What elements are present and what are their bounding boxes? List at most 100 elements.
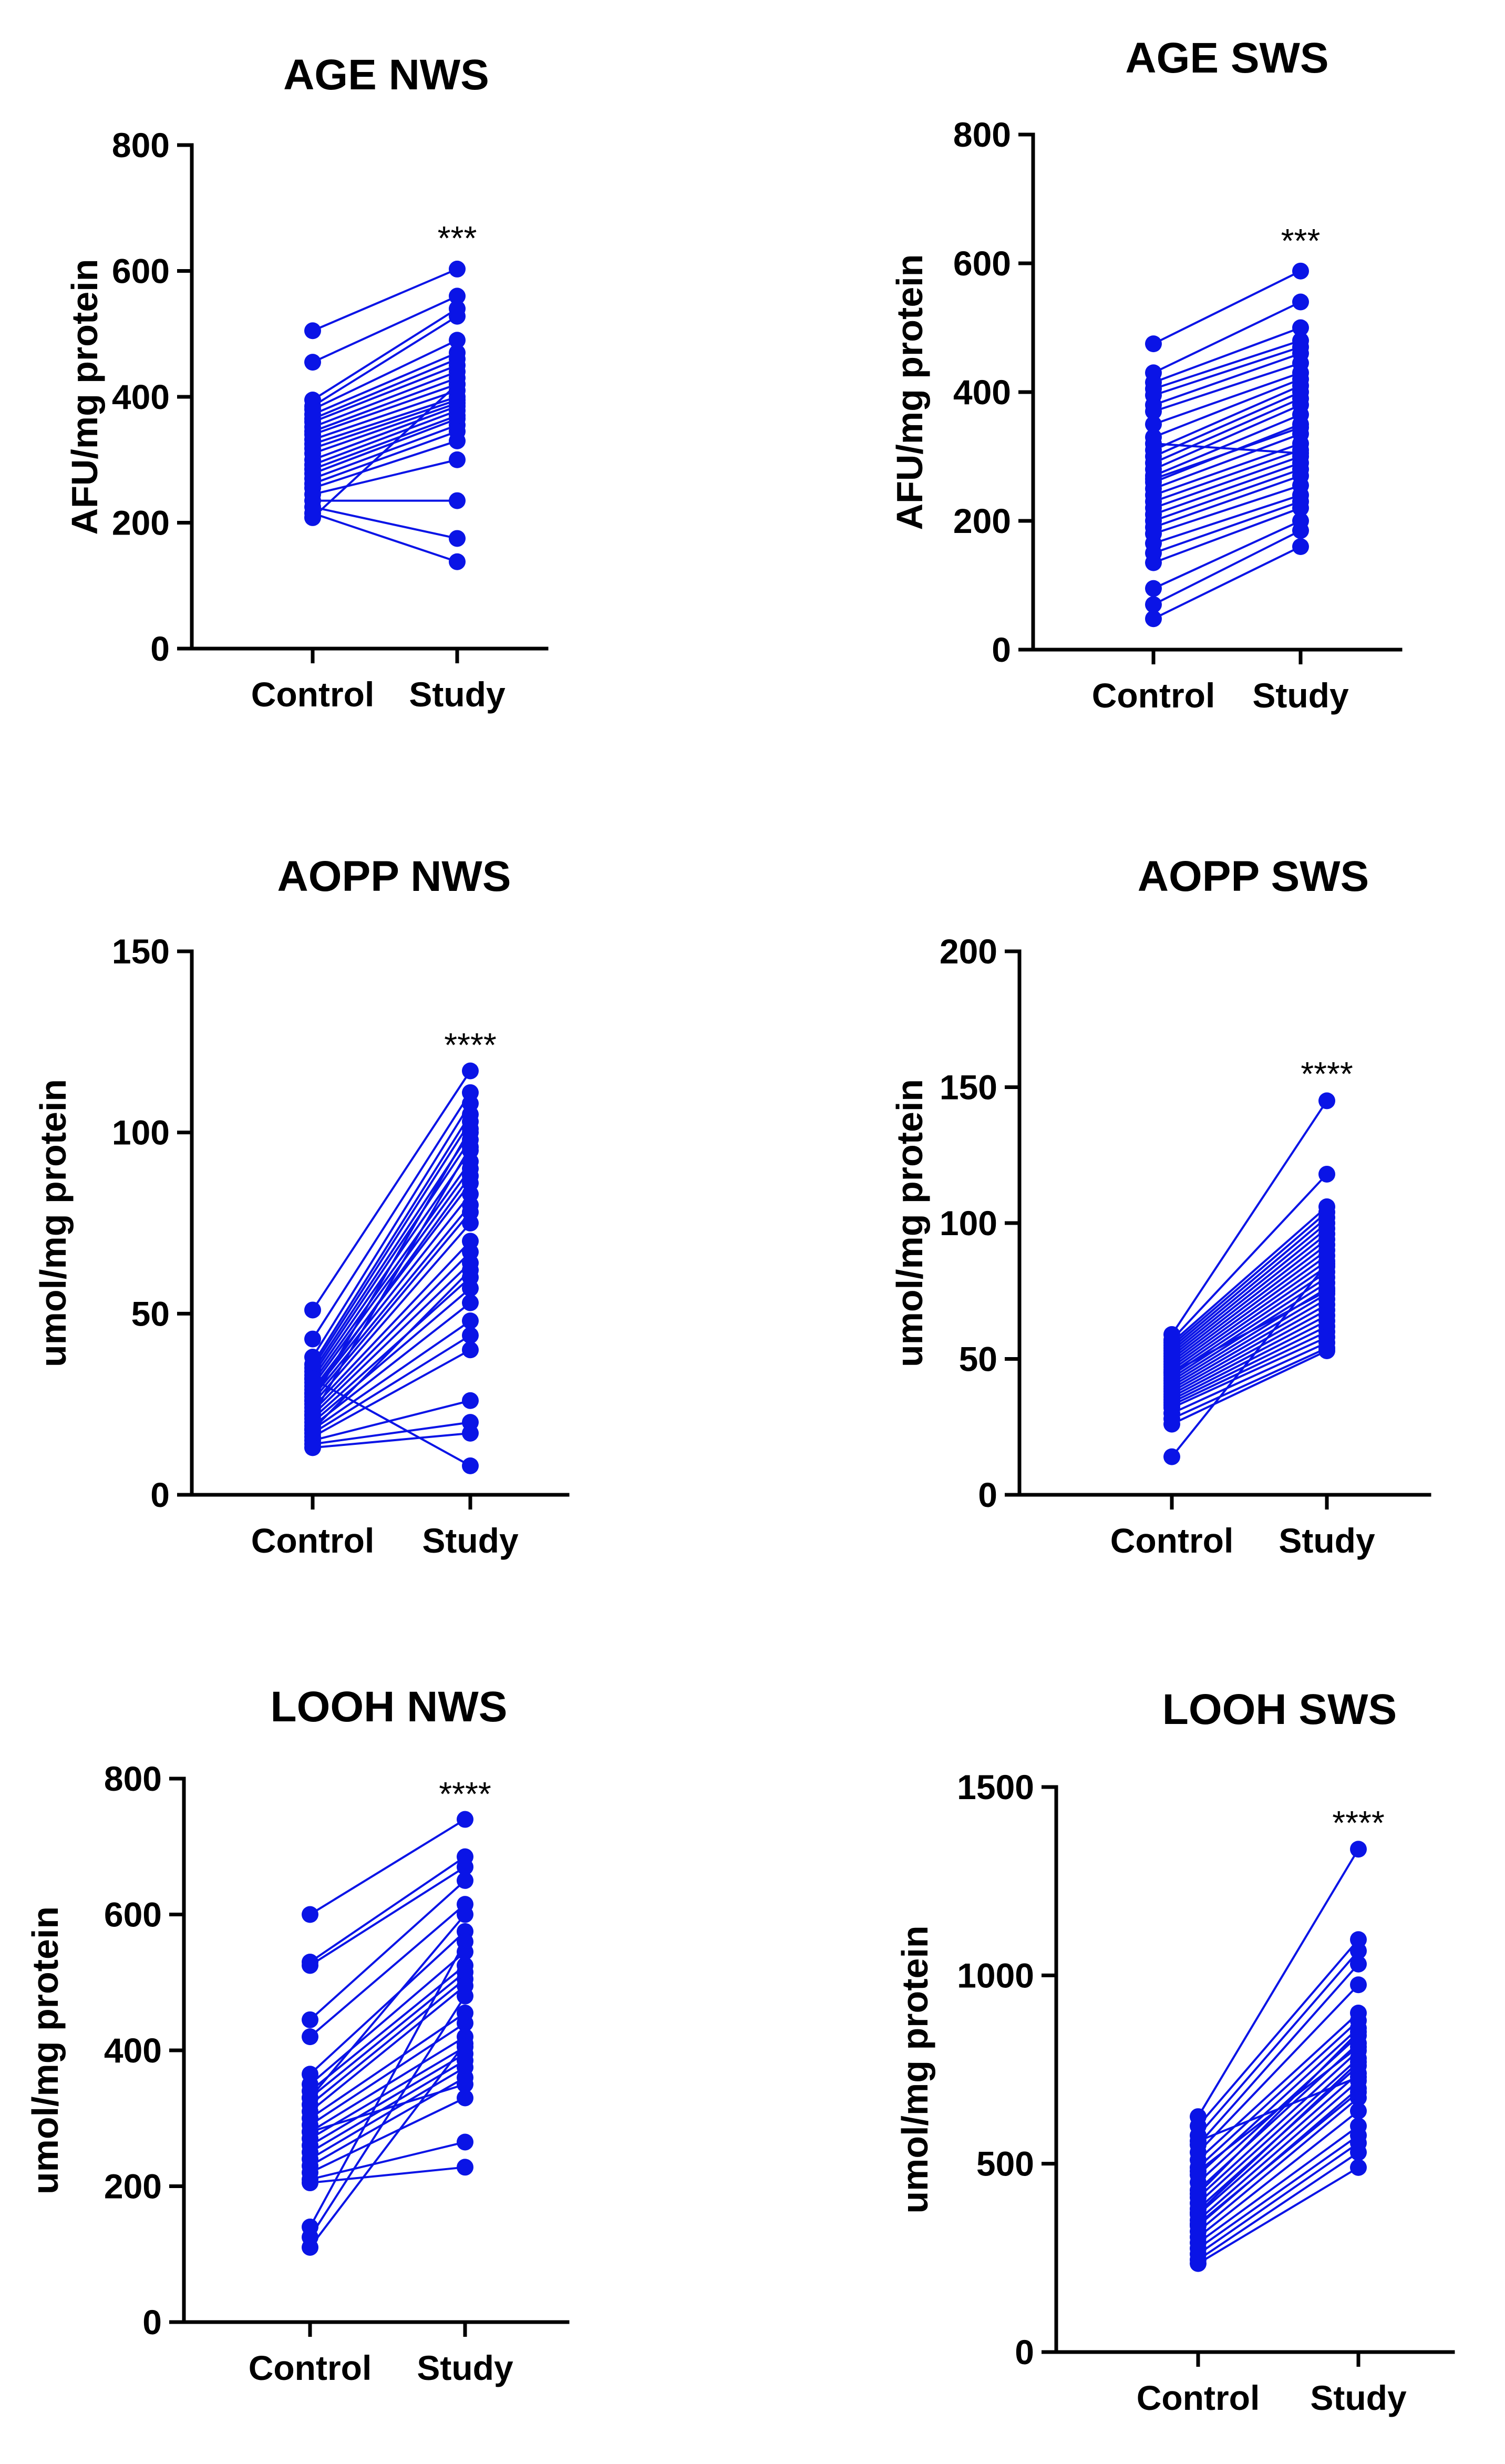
data-point-study [457, 2089, 473, 2107]
pair-line [312, 383, 458, 436]
chart-title: LOOH NWS [271, 1683, 508, 1731]
significance-marker: **** [444, 1026, 497, 1064]
y-tick-label: 200 [104, 2167, 162, 2206]
data-point-study [1292, 522, 1309, 539]
pair-line [1153, 352, 1301, 406]
pair-line [312, 1399, 471, 1442]
pair-line [1197, 2057, 1359, 2204]
data-point-study [462, 1280, 479, 1297]
data-point-control [1190, 2215, 1207, 2233]
data-point-study [462, 1138, 479, 1156]
pair-line [1153, 346, 1301, 397]
data-point-control [1163, 1364, 1180, 1381]
pair-line [1171, 1292, 1328, 1387]
series-study [1350, 1841, 1367, 2176]
data-point-control [1190, 2163, 1207, 2180]
data-point-study [449, 332, 466, 349]
pair-line [312, 1103, 471, 1358]
pair-line [1153, 484, 1301, 535]
pair-line [1197, 2091, 1359, 2225]
pair-line [312, 268, 458, 332]
pair-line [309, 1978, 466, 2106]
pair-line [312, 383, 458, 519]
pair-line [312, 339, 458, 410]
data-point-study [1350, 2023, 1367, 2040]
pair-line [1197, 2110, 1359, 2238]
pair-line [1171, 1330, 1327, 1406]
data-point-study [457, 2035, 473, 2052]
data-point-study [1292, 445, 1309, 462]
paired-lines [309, 1818, 466, 2249]
pair-line [312, 1175, 471, 1394]
data-point-study [1350, 1976, 1367, 1994]
pair-line [312, 1222, 471, 1405]
y-axis-label: umol/mg protein [33, 1079, 74, 1367]
pair-line [310, 2166, 466, 2184]
data-point-study [1318, 1255, 1335, 1272]
pair-line [312, 1287, 471, 1423]
pair-line [309, 1985, 466, 2112]
paired-lines [1153, 270, 1301, 620]
data-point-study [1318, 1342, 1335, 1359]
data-point-study [462, 1457, 479, 1474]
pair-line [1153, 378, 1301, 438]
chart-aopp-nws: AOPP NWS umol/mg protein 0 50 100 150 Control S… [33, 853, 570, 1560]
data-point-study [1292, 319, 1309, 336]
pair-line [310, 2083, 466, 2133]
data-point-control [304, 1439, 321, 1456]
pair-line [1197, 2031, 1359, 2195]
pair-line [1171, 1249, 1328, 1366]
pair-line [1171, 1263, 1328, 1457]
pair-line [309, 1941, 466, 2228]
data-point-study [457, 2076, 473, 2093]
x-tick-label-control: Control [1092, 676, 1215, 715]
pair-line [309, 2042, 466, 2249]
data-point-study [462, 1215, 479, 1231]
pair-line [1197, 2125, 1359, 2244]
data-point-study [457, 1811, 473, 1828]
pair-line [1197, 1950, 1359, 2137]
pair-line [1197, 2012, 1359, 2161]
pair-line [312, 512, 458, 563]
data-point-control [1190, 2255, 1207, 2272]
y-axis-label: umol/mg protein [894, 1925, 935, 2213]
pair-line [312, 1168, 471, 1387]
pair-line [1153, 449, 1301, 503]
data-point-study [1350, 2054, 1367, 2071]
pair-line [312, 352, 458, 416]
y-tick-label: 50 [959, 1340, 997, 1379]
pair-line [1171, 1206, 1328, 1343]
y-axis-label: AFU/mg protein [889, 254, 930, 530]
x-tick-label-control: Control [1110, 1521, 1234, 1560]
y-tick-label: 0 [150, 629, 170, 668]
pair-line [1153, 546, 1301, 620]
data-point-control [304, 1421, 321, 1438]
data-point-control [304, 509, 321, 526]
pair-line [1153, 414, 1301, 477]
x-tick-label-study: Study [409, 675, 506, 714]
data-point-study [457, 1859, 473, 1876]
pair-line [312, 1161, 471, 1383]
y-tick-label: 500 [976, 2144, 1034, 2183]
pair-line [1171, 1341, 1327, 1414]
data-point-study [1350, 2159, 1367, 2176]
pair-line [1171, 1266, 1328, 1374]
pair-line [312, 402, 458, 455]
data-point-study [1318, 1165, 1335, 1183]
y-tick-label: 0 [978, 1475, 997, 1514]
data-point-control [304, 1406, 321, 1424]
pair-line [1153, 520, 1301, 590]
y-tick-label: 800 [953, 115, 1011, 154]
pair-line [312, 399, 458, 450]
data-point-study [449, 260, 466, 278]
y-tick-label: 50 [131, 1294, 170, 1333]
pair-line [1171, 1100, 1328, 1336]
data-point-control [304, 322, 321, 340]
pair-line [1153, 507, 1301, 564]
y-tick-label: 200 [953, 501, 1011, 540]
data-point-study [462, 1341, 479, 1359]
pair-line [1171, 1244, 1328, 1363]
y-tick-label: 0 [150, 1475, 170, 1514]
pair-line [309, 2022, 466, 2126]
pair-line [309, 1855, 466, 1963]
